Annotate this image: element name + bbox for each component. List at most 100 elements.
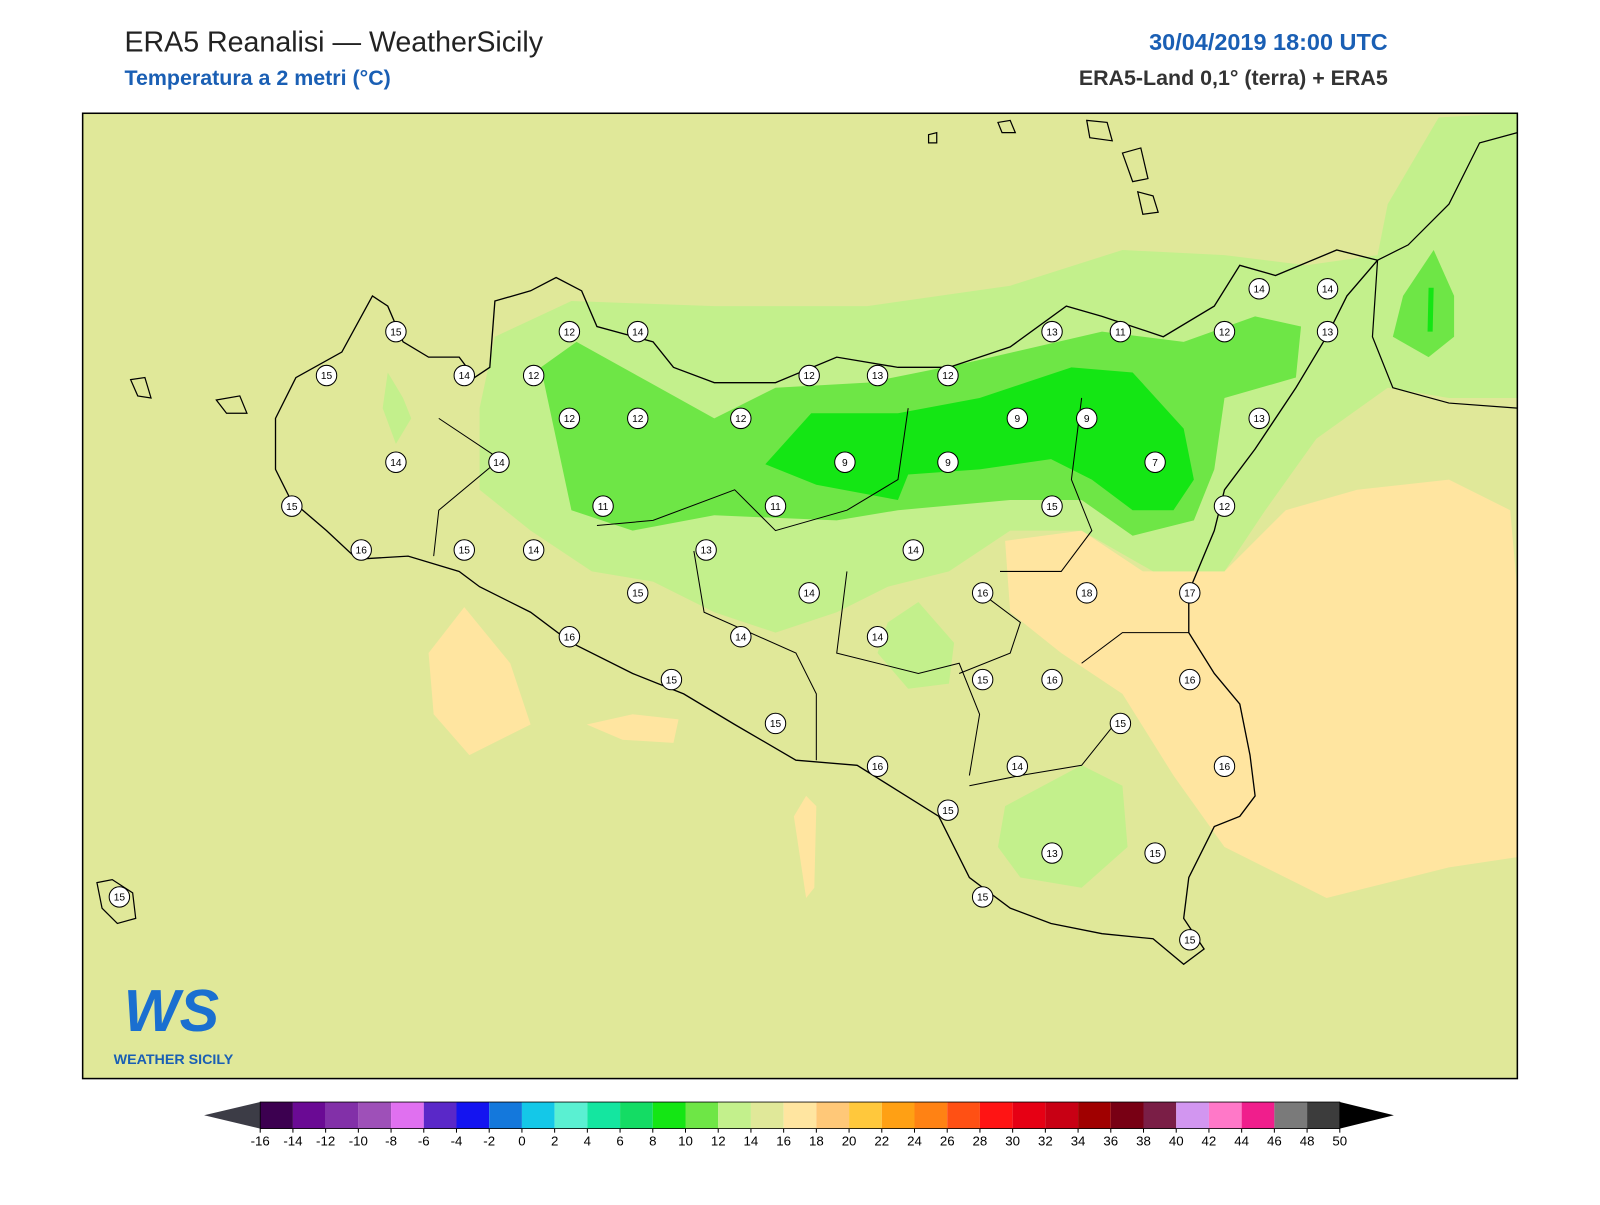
warm-zone xyxy=(1005,479,1518,898)
station-value: 15 xyxy=(114,893,126,904)
station-marker xyxy=(1316,278,1339,300)
colorbar-tick-label: 38 xyxy=(1136,1133,1151,1148)
colorbar-swatch xyxy=(1143,1102,1177,1129)
station: 15 xyxy=(1109,712,1132,735)
colorbar-swatch xyxy=(358,1102,392,1129)
station-value: 15 xyxy=(1184,936,1196,947)
station-marker xyxy=(1248,278,1270,300)
station-marker xyxy=(866,755,889,778)
station-marker xyxy=(866,626,889,648)
station: 14 xyxy=(522,539,545,561)
station-marker xyxy=(937,799,959,821)
colorbar-tick-label: -4 xyxy=(451,1133,463,1148)
station-marker xyxy=(834,451,856,473)
colorbar-swatch xyxy=(685,1102,719,1129)
subtitle: Temperatura a 2 metri (°C) xyxy=(124,66,390,90)
station-marker xyxy=(937,364,959,387)
colorbar-tick-label: -14 xyxy=(283,1133,302,1148)
colorbar-swatch xyxy=(489,1102,522,1129)
colorbar-tick-label: 46 xyxy=(1267,1133,1282,1148)
cool-zone xyxy=(997,765,1128,888)
station: 15 xyxy=(281,495,303,517)
station-marker xyxy=(1076,582,1098,604)
station-value: 12 xyxy=(632,414,644,425)
station: 15 xyxy=(385,320,407,343)
station-value: 9 xyxy=(1084,414,1090,425)
colorbar-swatch xyxy=(881,1102,915,1129)
station: 17 xyxy=(1179,582,1201,604)
station-marker xyxy=(1041,320,1063,343)
colorbar-tick-label: 22 xyxy=(874,1133,889,1148)
station-value: 15 xyxy=(1046,502,1058,513)
colorbar-swatch xyxy=(325,1102,359,1129)
station: 15 xyxy=(971,886,994,908)
station-marker xyxy=(453,364,475,387)
station-value: 16 xyxy=(564,632,576,643)
station-marker xyxy=(695,539,717,561)
station: 14 xyxy=(798,582,820,604)
datetime: 30/04/2019 18:00 UTC xyxy=(1149,29,1388,55)
core-green-zone xyxy=(765,367,1194,511)
station-value: 12 xyxy=(1219,327,1231,338)
logo-name: WEATHER SICILY xyxy=(114,1052,234,1068)
colorbar-tick-label: 36 xyxy=(1103,1133,1118,1148)
colorbar-tick-label: -16 xyxy=(251,1133,270,1148)
colorbar-tick-label: 40 xyxy=(1169,1133,1184,1148)
colorbar-tick-label: 12 xyxy=(711,1133,726,1148)
colorbar-tick-label: 42 xyxy=(1202,1133,1217,1148)
station-marker xyxy=(1109,712,1132,735)
colorbar-swatch xyxy=(391,1102,424,1129)
station-marker xyxy=(764,495,787,517)
colorbar-swatch xyxy=(718,1102,751,1129)
station-value: 12 xyxy=(528,371,540,382)
colorbar-tick-label: -6 xyxy=(418,1133,430,1148)
station-value: 11 xyxy=(598,502,609,513)
station: 13 xyxy=(1041,842,1063,864)
station: 14 xyxy=(730,626,752,648)
core-green-zone xyxy=(1427,287,1434,332)
station-marker xyxy=(522,539,545,561)
colorbar-tick-label: 44 xyxy=(1234,1133,1249,1148)
colorbar-tick-label: 0 xyxy=(518,1133,525,1148)
colorbar-swatch xyxy=(620,1102,653,1129)
station-marker xyxy=(385,320,407,343)
colorbar-over xyxy=(1339,1102,1394,1129)
station-marker xyxy=(902,539,924,561)
colorbar-swatch xyxy=(914,1102,948,1129)
colorbar-frame xyxy=(259,1101,1341,1129)
colorbar-swatch xyxy=(947,1102,980,1129)
colorbar-tick-label: -2 xyxy=(483,1133,495,1148)
station: 18 xyxy=(1076,582,1098,604)
station: 12 xyxy=(558,407,581,430)
station: 16 xyxy=(1213,755,1236,778)
colorbar-tick-label: -8 xyxy=(385,1133,397,1148)
station: 15 xyxy=(627,582,649,604)
station: 9 xyxy=(1006,407,1029,430)
station: 13 xyxy=(1316,320,1339,343)
colorbar-swatch xyxy=(260,1102,293,1129)
colorbar-swatch xyxy=(979,1102,1013,1129)
colorbar-swatch xyxy=(1012,1102,1046,1129)
station-value: 9 xyxy=(945,458,951,469)
station: 15 xyxy=(971,668,994,691)
station-marker xyxy=(764,712,787,735)
logo-mark: WS xyxy=(124,977,219,1044)
colorbar-swatch xyxy=(587,1102,621,1129)
station-value: 15 xyxy=(632,589,644,600)
cool-zone xyxy=(877,602,955,689)
station: 11 xyxy=(1109,320,1132,343)
station-value: 11 xyxy=(1115,327,1126,338)
station-value: 14 xyxy=(735,632,747,643)
station-marker xyxy=(971,582,994,604)
station: 14 xyxy=(627,320,649,343)
station: 12 xyxy=(522,364,545,387)
station-marker xyxy=(315,364,338,387)
station: 12 xyxy=(627,407,649,430)
station-value: 12 xyxy=(1219,502,1231,513)
coastline xyxy=(274,249,1379,966)
station-value: 16 xyxy=(1184,675,1196,686)
station-marker xyxy=(971,668,994,691)
colorbar-tick-label: 10 xyxy=(678,1133,693,1148)
station-value: 15 xyxy=(977,675,989,686)
